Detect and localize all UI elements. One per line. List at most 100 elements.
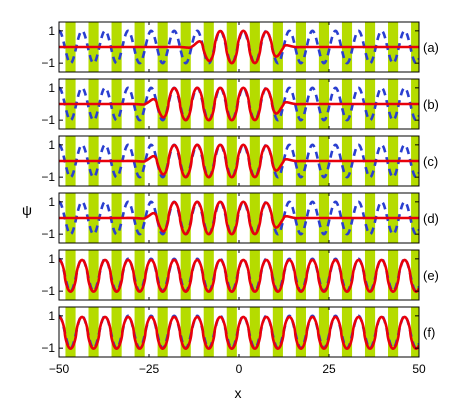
lattice-band xyxy=(203,250,214,300)
panel-5: 1 −1 (e) xyxy=(41,249,439,301)
lattice-band xyxy=(157,307,168,357)
y-tick-label: 1 xyxy=(48,138,55,152)
y-axis-label: ψ xyxy=(22,202,32,218)
lattice-band xyxy=(203,79,214,129)
lattice-band xyxy=(272,193,283,243)
panel-4: 1 −1 (d) xyxy=(41,192,439,244)
x-axis-label: x xyxy=(235,385,242,401)
panel-label: (e) xyxy=(423,268,439,283)
y-tick-label: 1 xyxy=(48,195,55,209)
panel-plot-area xyxy=(59,136,419,186)
lattice-band xyxy=(203,193,214,243)
lattice-band xyxy=(364,307,376,357)
lattice-band xyxy=(111,250,122,300)
solution-wave xyxy=(59,315,419,350)
lattice-band xyxy=(411,307,419,357)
lattice-band xyxy=(203,307,214,357)
panel-2: 1 −1 (b) xyxy=(41,78,439,130)
lattice-band xyxy=(364,250,376,300)
background-wave xyxy=(59,86,419,122)
lattice-band xyxy=(226,250,237,300)
lattice-band xyxy=(226,307,237,357)
lattice-band xyxy=(249,136,260,186)
solution-wave xyxy=(59,200,419,236)
lattice-band xyxy=(411,250,419,300)
panel-plot-area xyxy=(59,307,444,357)
panel-plot-area xyxy=(59,22,419,72)
panel-label: (f) xyxy=(423,325,435,340)
lattice-band xyxy=(249,79,260,129)
background-wave xyxy=(59,29,419,65)
panel-1: 1 −1 (a) xyxy=(41,21,439,73)
lattice-band xyxy=(341,250,353,300)
x-tick-label: 0 xyxy=(236,362,243,376)
lattice-band xyxy=(134,307,145,357)
panel-plot-area xyxy=(59,193,419,243)
lattice-band xyxy=(134,250,145,300)
y-tick-label: 1 xyxy=(48,81,55,95)
lattice-band xyxy=(434,307,444,357)
lattice-band xyxy=(226,136,237,186)
lattice-band xyxy=(111,307,122,357)
panel-label: (b) xyxy=(423,97,439,112)
y-tick-label: −1 xyxy=(41,284,55,298)
y-tick-label: −1 xyxy=(41,341,55,355)
lattice-band xyxy=(318,250,330,300)
lattice-band xyxy=(295,307,306,357)
lattice-band xyxy=(180,307,191,357)
lattice-band xyxy=(249,307,260,357)
solution-wave xyxy=(59,258,419,293)
y-tick-label: 1 xyxy=(48,24,55,38)
lattice-band xyxy=(295,250,306,300)
solution-wave xyxy=(59,86,419,122)
lattice-band xyxy=(249,250,260,300)
lattice-band xyxy=(272,79,283,129)
lattice-band xyxy=(157,250,168,300)
y-tick-label: 1 xyxy=(48,252,55,266)
lattice-band xyxy=(65,307,76,357)
lattice-band xyxy=(157,193,168,243)
panel-3: 1 −1 (c) xyxy=(41,135,438,187)
lattice-band xyxy=(157,79,168,129)
lattice-band xyxy=(249,193,260,243)
lattice-band xyxy=(226,193,237,243)
panel-6: 1 −1 −50 −25 0 25 50 (f) xyxy=(41,306,444,376)
lattice-band xyxy=(272,22,283,72)
lattice-band xyxy=(226,79,237,129)
panel-plot-area xyxy=(59,79,419,129)
lattice-band xyxy=(203,22,214,72)
lattice-band xyxy=(203,136,214,186)
background-wave xyxy=(59,200,419,236)
x-tick-label: −50 xyxy=(49,362,70,376)
panel-label: (a) xyxy=(423,40,439,55)
lattice-band xyxy=(272,307,283,357)
lattice-band xyxy=(180,193,191,243)
lattice-band xyxy=(65,250,76,300)
y-tick-label: −1 xyxy=(41,56,55,70)
panels-group: 1 −1 (a) 1 −1 (b) 1 −1 (c) 1 −1 (d) 1 −1 (e) 1 −1 −50 −25 0… xyxy=(41,21,444,376)
lattice-band xyxy=(180,136,191,186)
background-wave xyxy=(59,143,419,179)
y-tick-label: −1 xyxy=(41,170,55,184)
lattice-band xyxy=(88,307,99,357)
panel-label: (c) xyxy=(423,154,438,169)
lattice-band xyxy=(180,79,191,129)
x-tick-label: 50 xyxy=(412,362,426,376)
solution-wave xyxy=(59,29,419,65)
y-tick-label: −1 xyxy=(41,113,55,127)
y-tick-label: 1 xyxy=(48,309,55,323)
panel-label: (d) xyxy=(423,211,439,226)
lattice-band xyxy=(88,250,99,300)
lattice-band xyxy=(388,250,399,300)
lattice-band xyxy=(249,22,260,72)
y-tick-label: −1 xyxy=(41,227,55,241)
lattice-band xyxy=(318,307,330,357)
lattice-band xyxy=(341,307,353,357)
lattice-band xyxy=(388,307,399,357)
solution-wave xyxy=(59,143,419,179)
lattice-band xyxy=(226,22,237,72)
lattice-band xyxy=(180,250,191,300)
x-tick-label: 25 xyxy=(322,362,336,376)
lattice-band xyxy=(272,136,283,186)
